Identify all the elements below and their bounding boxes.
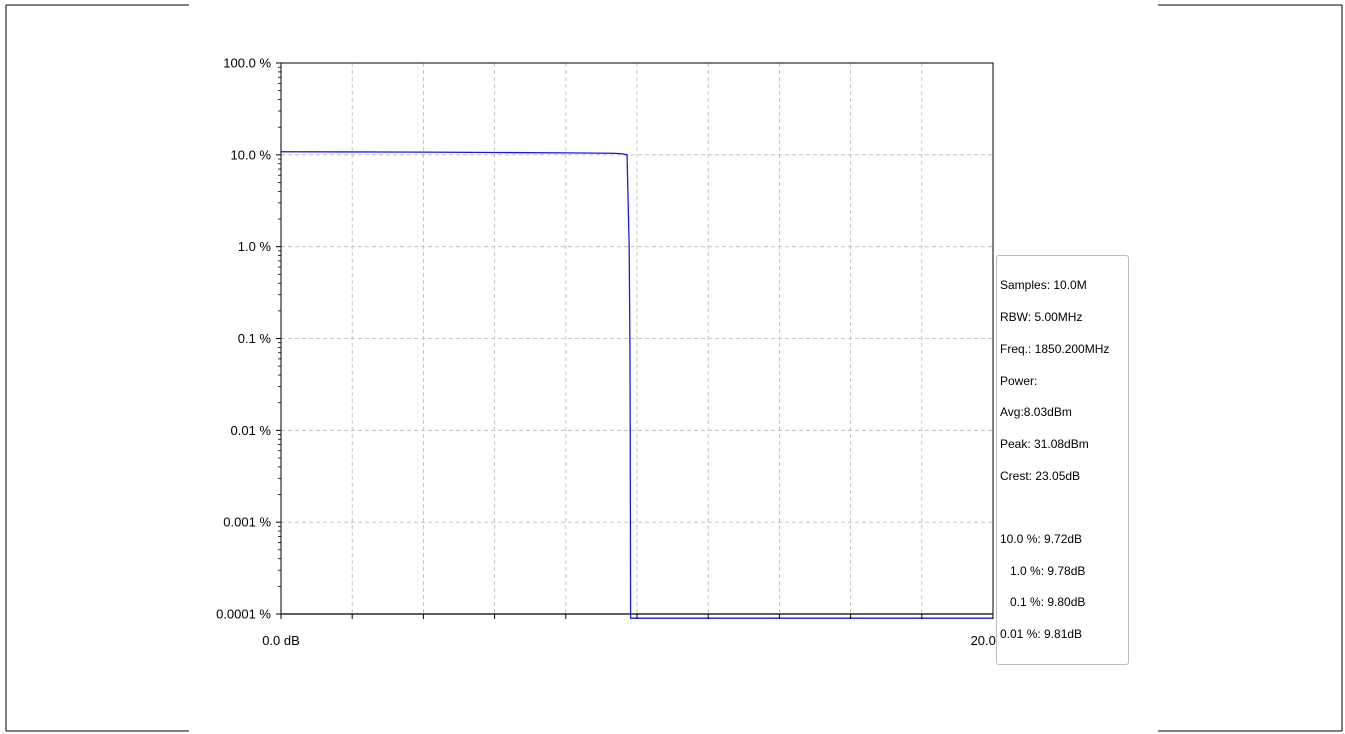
stats-line: Freq.: 1850.200MHz: [1000, 341, 1110, 356]
series-layer: [280, 151, 993, 619]
tick-labels: 100.0 % 10.0 % 1.0 % 0.1 % 0.01 % 0.001 % 0.00…: [216, 56, 1015, 649]
y-tick-label: 0.01 %: [231, 423, 272, 438]
percentile-line: 0.01 %: 9.81dB: [1000, 627, 1083, 642]
percentile-line: 0.1 %: 9.80dB: [1000, 595, 1086, 610]
percentile-line: 10.0 %: 9.72dB: [1000, 531, 1083, 546]
stats-line: Peak: 31.08dBm: [1000, 437, 1089, 452]
stats-line: RBW: 5.00MHz: [1000, 309, 1083, 324]
y-tick-label: 100.0 %: [223, 56, 271, 71]
ticks: [276, 62, 994, 619]
stats-line: Power:: [1000, 373, 1038, 388]
percentile-line: 1.0 %: 9.78dB: [1000, 563, 1086, 578]
y-tick-label: 0.1 %: [238, 331, 272, 346]
y-tick-label: 0.0001 %: [216, 607, 271, 622]
y-tick-label: 1.0 %: [238, 239, 272, 254]
y-tick-label: 10.0 %: [231, 147, 272, 162]
stats-gap: [1000, 503, 1128, 513]
x-tick-label: 0.0 dB: [262, 633, 300, 648]
ccdf-series-line: [280, 151, 993, 619]
y-tick-label: 0.001 %: [223, 515, 271, 530]
stats-line: Crest: 23.05dB: [1000, 468, 1081, 483]
stats-line: Samples: 10.0M: [1000, 278, 1087, 293]
stats-line: Avg:8.03dBm: [1000, 405, 1072, 420]
stats-legend-box: Samples: 10.0M RBW: 5.00MHz Freq.: 1850.…: [996, 255, 1129, 665]
grid: [281, 63, 993, 614]
